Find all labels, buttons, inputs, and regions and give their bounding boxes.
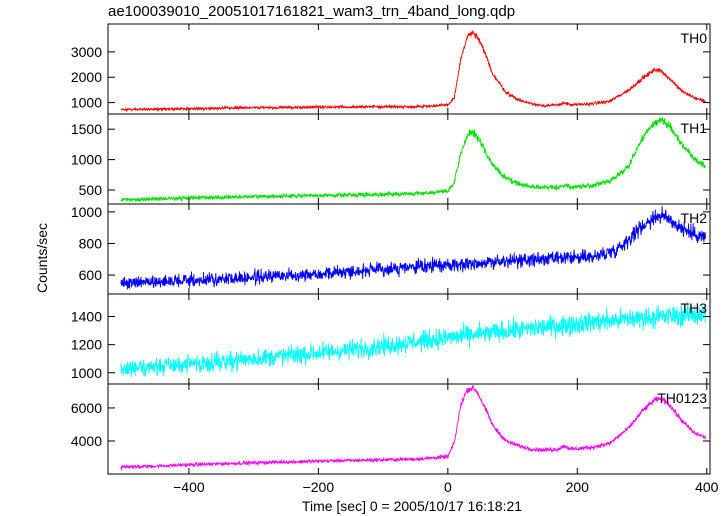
panel-th0123-label: TH0123 (657, 390, 707, 406)
panel-th1-frame (107, 113, 711, 205)
panel-th0-ytick-label: 1000 (71, 95, 102, 111)
panel-th3-ytick-label: 1400 (71, 309, 102, 325)
x-tick-label: 0 (444, 479, 452, 495)
panel-th1-ytick-label: 1500 (71, 121, 102, 137)
panel-th2-ytick-label: 1000 (71, 204, 102, 220)
x-axis-label: Time [sec] 0 = 2005/10/17 16:18:21 (302, 498, 522, 514)
panels-group: 1000 2000 3000 TH0 500 1000 1500 TH1 600 800 1000 T… (71, 23, 711, 475)
x-tick-label: 400 (695, 479, 719, 495)
x-tick-label: 200 (566, 479, 590, 495)
x-tick-label: −400 (173, 479, 205, 495)
panel-th3-ytick-label: 1200 (71, 337, 102, 353)
panel-th1-ytick-label: 1000 (71, 152, 102, 168)
panel-th2-ytick-label: 600 (79, 267, 103, 283)
panel-th1-series-line (120, 117, 706, 203)
panel-th3-series-line (120, 302, 706, 378)
panel-th0123: 4000 6000 TH0123 (71, 383, 711, 475)
panel-th3-ytick-label: 1000 (71, 365, 102, 381)
x-axis-ticks: −400 −200 0 200 400 (173, 479, 719, 495)
panel-th0-frame (107, 23, 711, 115)
panel-th2-ytick-label: 800 (79, 235, 103, 251)
panel-th1-label: TH1 (681, 120, 708, 136)
panel-th0-series-line (120, 29, 706, 113)
panel-th0123-ytick-label: 4000 (71, 433, 102, 449)
panel-th1: 500 1000 1500 TH1 (71, 113, 711, 205)
y-axis-label: Counts/sec (34, 223, 50, 293)
panel-th0-ytick-label: 2000 (71, 69, 102, 85)
panel-th0-label: TH0 (681, 30, 708, 46)
panel-th0123-series-line (120, 385, 706, 472)
panel-th3-label: TH3 (681, 300, 708, 316)
panel-th3: 1000 1200 1400 TH3 (71, 293, 711, 385)
panel-th0123-ytick-label: 6000 (71, 400, 102, 416)
panel-th2: 600 800 1000 TH2 (71, 203, 711, 295)
x-tick-label: −200 (303, 479, 335, 495)
panel-th0123-frame (107, 383, 711, 475)
panel-th2-series-line (120, 206, 706, 290)
panel-th0-ytick-label: 3000 (71, 44, 102, 60)
panel-th0: 1000 2000 3000 TH0 (71, 23, 711, 115)
chart-title: ae100039010_20051017161821_wam3_trn_4ban… (108, 3, 515, 20)
panel-th2-label: TH2 (681, 210, 708, 226)
panel-th1-ytick-label: 500 (79, 182, 103, 198)
